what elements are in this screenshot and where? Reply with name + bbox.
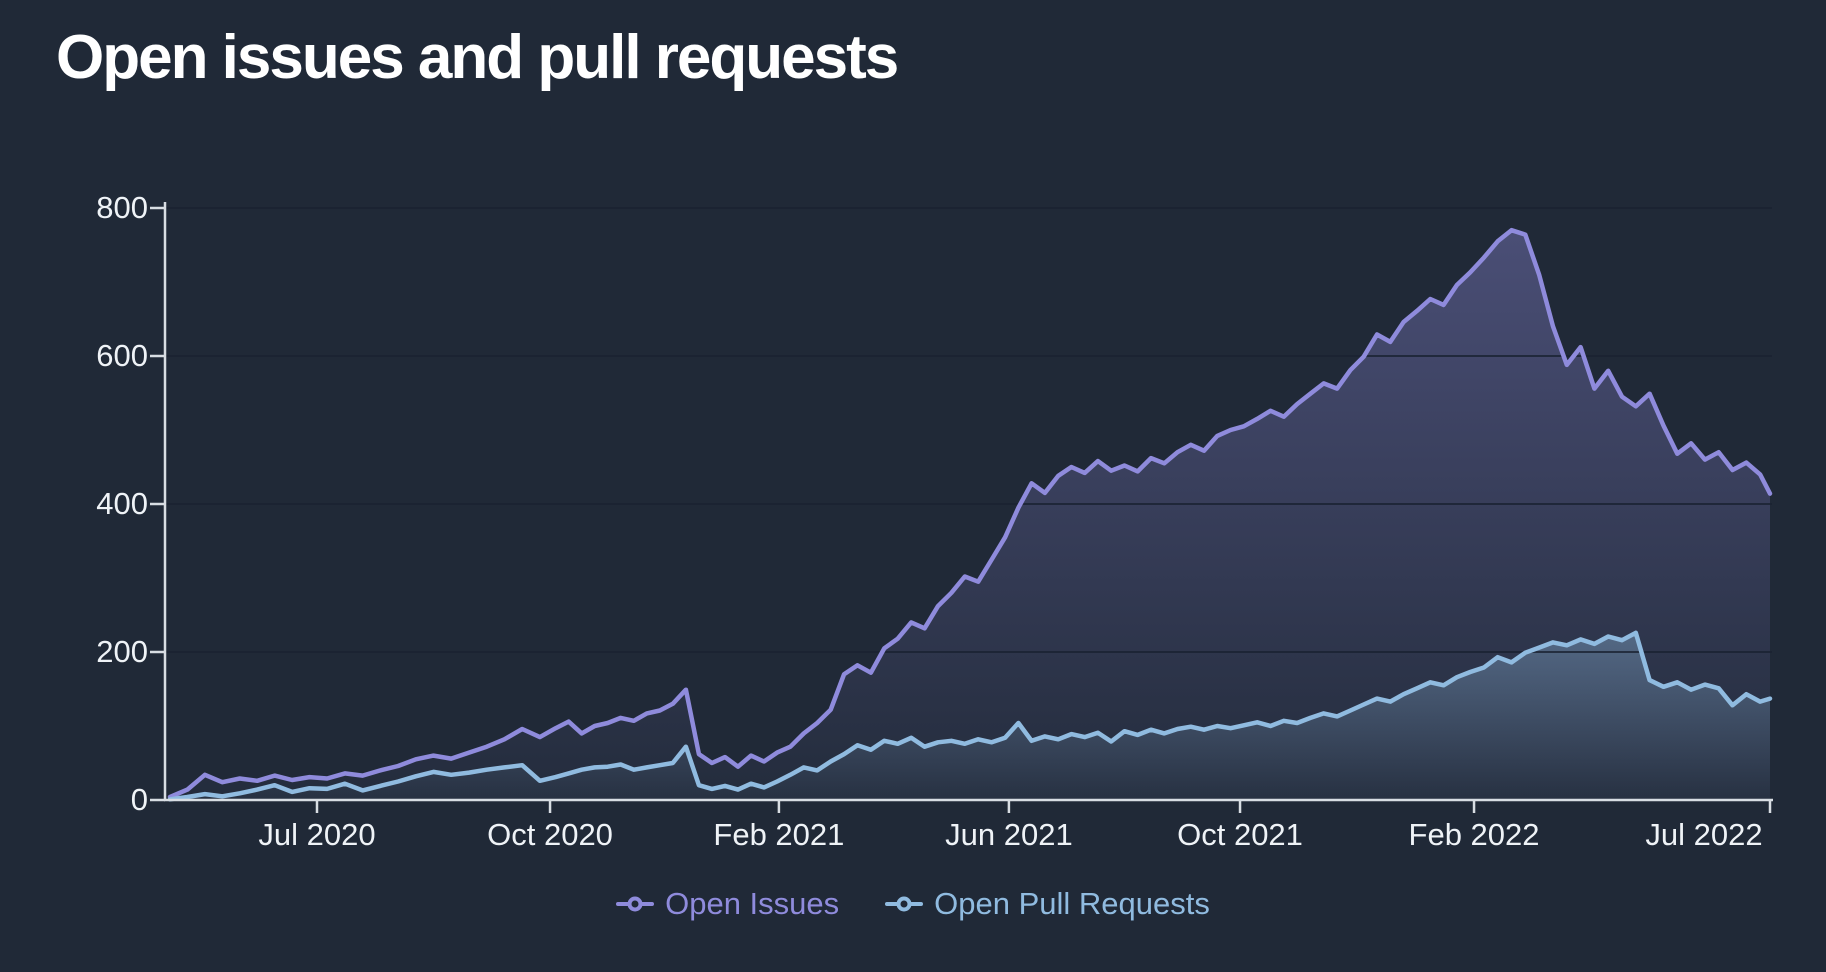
page-title: Open issues and pull requests — [56, 23, 899, 92]
y-axis-tick-label: 200 — [96, 634, 148, 669]
y-axis-tick-label: 600 — [96, 338, 148, 373]
x-axis-tick-label: Jul 2022 — [1645, 817, 1763, 852]
legend-line-marker-icon — [885, 896, 924, 912]
open-issues-line[interactable] — [167, 227, 1773, 800]
x-axis-tick-label: Feb 2021 — [713, 817, 845, 852]
x-axis-tick-label: Jul 2020 — [258, 817, 376, 852]
x-axis-tick-label: Oct 2020 — [487, 817, 613, 852]
legend-item-open-pull-requests[interactable]: Open Pull Requests — [885, 886, 1210, 922]
legend-ring-icon — [896, 896, 912, 912]
open-pull-requests-line[interactable] — [167, 630, 1773, 802]
open-pull-requests-area — [170, 632, 1770, 800]
legend-line-marker-icon — [616, 896, 655, 912]
y-axis-tick-label: 400 — [96, 486, 148, 521]
open-issues-area — [170, 230, 1770, 800]
y-axis-tick-label: 800 — [96, 190, 148, 225]
x-axis-tick-label: Feb 2022 — [1408, 817, 1540, 852]
x-axis-tick-label: Oct 2021 — [1177, 817, 1303, 852]
legend-label: Open Issues — [665, 886, 840, 921]
y-axis-tick-label: 0 — [130, 782, 148, 817]
legend: Open Issues Open Pull Requests — [0, 886, 1826, 922]
legend-label: Open Pull Requests — [934, 886, 1210, 921]
legend-item-open-issues[interactable]: Open Issues — [616, 886, 839, 922]
x-axis-tick-label: Jun 2021 — [945, 817, 1073, 852]
legend-ring-icon — [627, 896, 643, 912]
